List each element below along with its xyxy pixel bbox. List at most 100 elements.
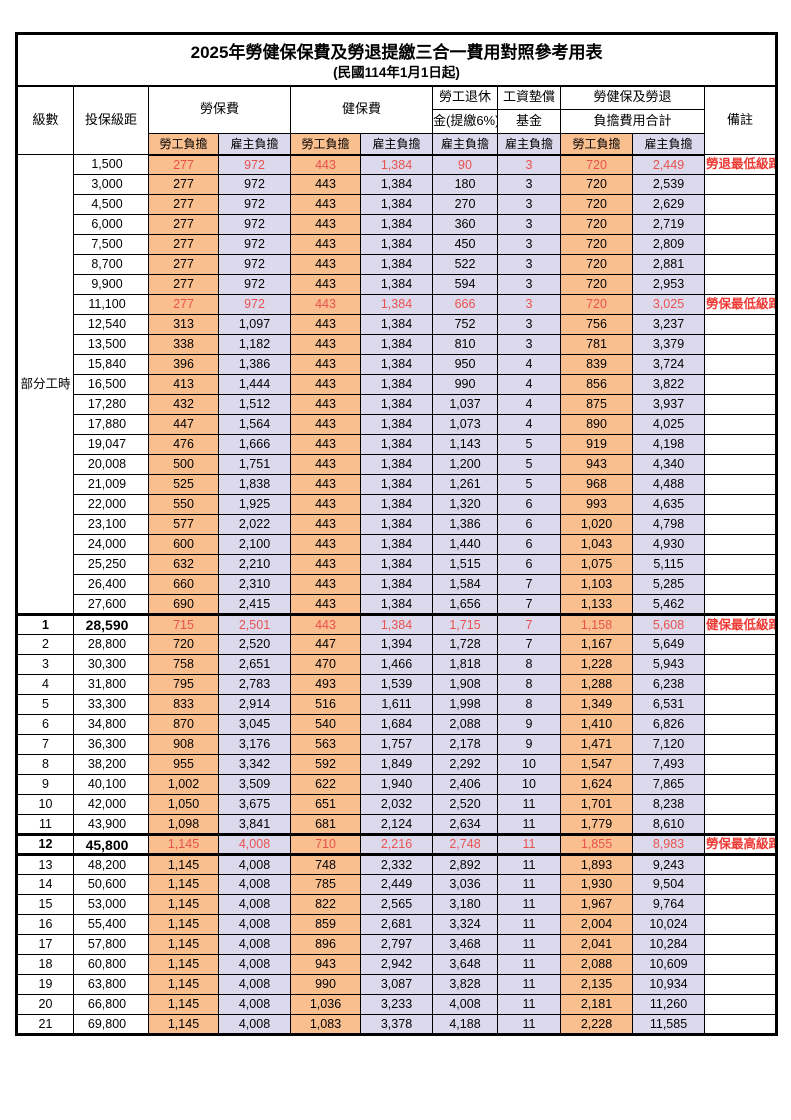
cell-labor-ins-employee: 1,145 bbox=[148, 974, 219, 995]
cell-total-employer: 6,531 bbox=[632, 694, 705, 715]
cell-total-employer: 11,585 bbox=[632, 1014, 705, 1035]
cell-wage-fund-employer: 4 bbox=[497, 414, 561, 435]
cell-remark bbox=[703, 394, 778, 415]
cell-health-ins-employer: 2,124 bbox=[360, 814, 433, 835]
cell-labor-ins-employee: 1,145 bbox=[148, 954, 219, 975]
cell-total-employer: 10,609 bbox=[632, 954, 705, 975]
cell-labor-ins-employer: 972 bbox=[218, 294, 291, 315]
cell-total-employer: 8,610 bbox=[632, 814, 705, 835]
cell-total-employer: 5,462 bbox=[632, 594, 705, 615]
cell-health-ins-employee: 443 bbox=[290, 414, 361, 435]
cell-wage-fund-employer: 11 bbox=[497, 894, 561, 915]
cell-health-ins-employer: 3,087 bbox=[360, 974, 433, 995]
cell-pension-employer: 90 bbox=[432, 154, 498, 175]
cell-labor-ins-employer: 972 bbox=[218, 254, 291, 275]
table-row: 18 60,800 1,145 4,008 943 2,942 3,648 11 2,088 10… bbox=[16, 954, 778, 975]
cell-total-employee: 720 bbox=[560, 154, 633, 175]
cell-health-ins-employer: 1,384 bbox=[360, 594, 433, 615]
col-header-wage-fund-line2: 基金 bbox=[497, 109, 561, 134]
table-row: 17,880 447 1,564 443 1,384 1,073 4 890 4,025 bbox=[17, 414, 778, 435]
cell-total-employer: 2,881 bbox=[632, 254, 705, 275]
cell-labor-ins-employee: 1,050 bbox=[148, 794, 219, 815]
cell-wage-fund-employer: 3 bbox=[497, 174, 561, 195]
cell-total-employee: 919 bbox=[560, 434, 633, 455]
cell-health-ins-employee: 443 bbox=[290, 434, 361, 455]
cell-total-employee: 1,547 bbox=[560, 754, 633, 775]
cell-total-employer: 10,024 bbox=[632, 914, 705, 935]
cell-health-ins-employee: 563 bbox=[290, 734, 361, 755]
cell-labor-ins-employee: 432 bbox=[148, 394, 219, 415]
cell-wage-fund-employer: 5 bbox=[497, 474, 561, 495]
cell-labor-ins-employer: 972 bbox=[218, 174, 291, 195]
table-container: 2025年勞健保保費及勞退提繳三合一費用對照參考用表 (民國114年1月1日起)… bbox=[15, 32, 779, 1036]
cell-pension-employer: 990 bbox=[432, 374, 498, 395]
cell-remark bbox=[703, 434, 778, 455]
cell-remark bbox=[703, 654, 778, 675]
table-row: 16,500 413 1,444 443 1,384 990 4 856 3,822 bbox=[17, 374, 778, 395]
cell-total-employee: 856 bbox=[560, 374, 633, 395]
cell-wage-fund-employer: 3 bbox=[497, 254, 561, 275]
cell-pension-employer: 752 bbox=[432, 314, 498, 335]
cell-remark bbox=[703, 974, 778, 995]
cell-total-employee: 1,349 bbox=[560, 694, 633, 715]
subheader-labor-ins-employee: 勞工負擔 bbox=[148, 133, 219, 156]
cell-labor-ins-employee: 660 bbox=[148, 574, 219, 595]
cell-level: 7 bbox=[16, 734, 74, 755]
cell-pension-employer: 1,908 bbox=[432, 674, 498, 695]
cell-wage-fund-employer: 5 bbox=[497, 434, 561, 455]
table-row: 3 30,300 758 2,651 470 1,466 1,818 8 1,228 5,943 bbox=[16, 654, 778, 675]
table-row: 6 34,800 870 3,045 540 1,684 2,088 9 1,410 6,826 bbox=[16, 714, 778, 735]
cell-health-ins-employer: 1,384 bbox=[360, 254, 433, 275]
cell-total-employee: 1,779 bbox=[560, 814, 633, 835]
cell-pension-employer: 1,656 bbox=[432, 594, 498, 615]
cell-health-ins-employer: 1,384 bbox=[360, 514, 433, 535]
table-row: 19 63,800 1,145 4,008 990 3,087 3,828 11 2,135 10… bbox=[16, 974, 778, 995]
cell-wage-fund-employer: 3 bbox=[497, 334, 561, 355]
cell-total-employee: 720 bbox=[560, 294, 633, 315]
table-row: 8 38,200 955 3,342 592 1,849 2,292 10 1,547 7,493 bbox=[16, 754, 778, 775]
cell-health-ins-employer: 1,384 bbox=[360, 434, 433, 455]
cell-remark bbox=[703, 674, 778, 695]
cell-total-employee: 1,624 bbox=[560, 774, 633, 795]
cell-wage-fund-employer: 10 bbox=[497, 774, 561, 795]
cell-insured-bracket: 24,000 bbox=[73, 534, 149, 555]
cell-labor-ins-employer: 2,914 bbox=[218, 694, 291, 715]
cell-labor-ins-employee: 277 bbox=[148, 234, 219, 255]
cell-pension-employer: 4,008 bbox=[432, 994, 498, 1015]
cell-remark bbox=[703, 1014, 778, 1035]
table-row: 4,500 277 972 443 1,384 270 3 720 2,629 bbox=[17, 194, 778, 215]
cell-health-ins-employee: 443 bbox=[290, 594, 361, 615]
cell-labor-ins-employer: 4,008 bbox=[218, 1014, 291, 1035]
cell-level: 13 bbox=[16, 854, 74, 875]
cell-wage-fund-employer: 11 bbox=[497, 994, 561, 1015]
cell-insured-bracket: 9,900 bbox=[73, 274, 149, 295]
cell-insured-bracket: 27,600 bbox=[73, 594, 149, 615]
page-subtitle: (民國114年1月1日起) bbox=[333, 65, 460, 81]
cell-insured-bracket: 36,300 bbox=[73, 734, 149, 755]
col-header-level: 級數 bbox=[16, 85, 74, 155]
cell-total-employee: 2,135 bbox=[560, 974, 633, 995]
cell-total-employer: 8,238 bbox=[632, 794, 705, 815]
cell-pension-employer: 1,073 bbox=[432, 414, 498, 435]
cell-remark bbox=[703, 954, 778, 975]
cell-level: 14 bbox=[16, 874, 74, 895]
cell-pension-employer: 1,386 bbox=[432, 514, 498, 535]
cell-level: 9 bbox=[16, 774, 74, 795]
cell-pension-employer: 450 bbox=[432, 234, 498, 255]
cell-wage-fund-employer: 5 bbox=[497, 454, 561, 475]
cell-wage-fund-employer: 6 bbox=[497, 514, 561, 535]
cell-insured-bracket: 12,540 bbox=[73, 314, 149, 335]
cell-pension-employer: 1,037 bbox=[432, 394, 498, 415]
cell-labor-ins-employee: 908 bbox=[148, 734, 219, 755]
cell-wage-fund-employer: 4 bbox=[497, 394, 561, 415]
table-row: 21 69,800 1,145 4,008 1,083 3,378 4,188 11 2,228… bbox=[16, 1014, 778, 1035]
cell-total-employer: 4,340 bbox=[632, 454, 705, 475]
cell-pension-employer: 3,648 bbox=[432, 954, 498, 975]
cell-health-ins-employee: 493 bbox=[290, 674, 361, 695]
table-row: 17,280 432 1,512 443 1,384 1,037 4 875 3,937 bbox=[17, 394, 778, 415]
table-row: 部分工時 1,500 277 972 443 1,384 90 3 720 2,449 勞退最低級距 bbox=[16, 154, 778, 615]
cell-health-ins-employer: 1,384 bbox=[360, 194, 433, 215]
cell-total-employee: 720 bbox=[560, 174, 633, 195]
cell-health-ins-employer: 1,384 bbox=[360, 314, 433, 335]
